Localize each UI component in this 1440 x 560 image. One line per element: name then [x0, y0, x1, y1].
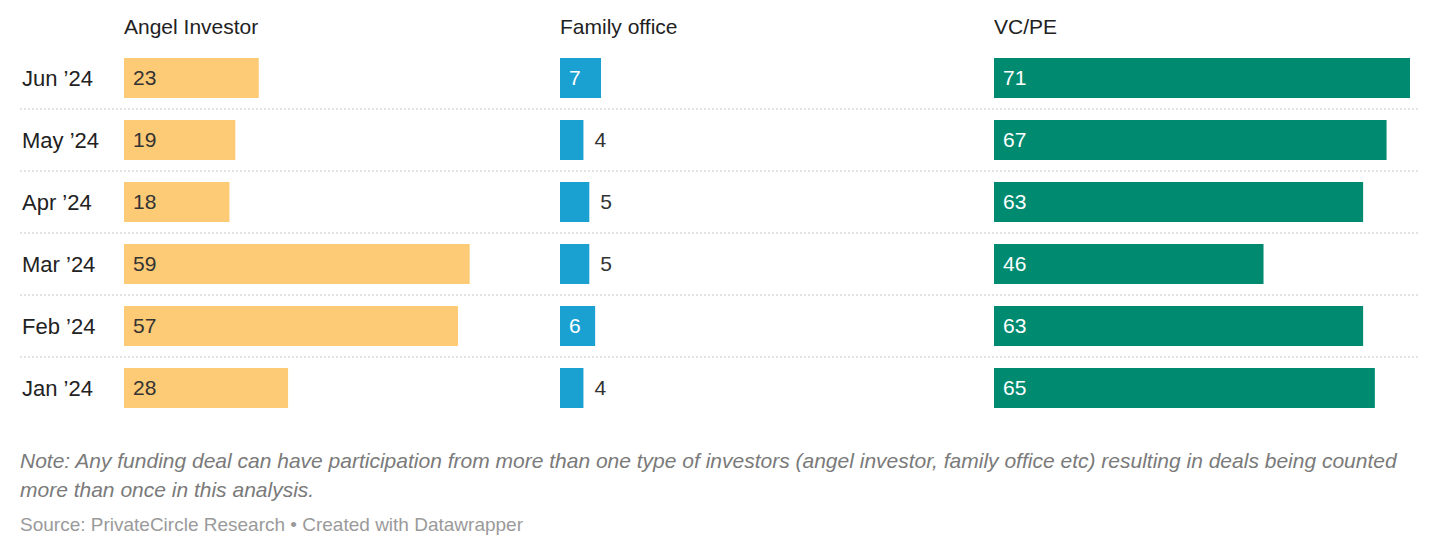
data-labels: 71 67 63 46 63 65 [1003, 66, 1026, 399]
data-label: 63 [1003, 314, 1026, 337]
data-label: 7 [569, 66, 581, 89]
panel: VC/PE 71 67 63 46 63 65 [994, 15, 1410, 408]
row-divider [20, 357, 1418, 358]
tick-label: Jan ’24 [22, 376, 93, 401]
data-label: 23 [133, 66, 156, 89]
bar [994, 368, 1375, 408]
data-label: 28 [133, 376, 156, 399]
data-labels: 7 4 5 5 6 4 [569, 66, 612, 399]
bar [124, 244, 470, 284]
bars [124, 58, 470, 408]
bar [994, 306, 1363, 346]
bar [124, 120, 235, 160]
bar [124, 368, 288, 408]
bar [560, 368, 583, 408]
bar [994, 244, 1264, 284]
note: Note: Any funding deal can have particip… [20, 446, 1420, 504]
tick-label: May ’24 [22, 128, 99, 153]
data-label: 5 [600, 252, 612, 275]
tick-label: Jun ’24 [22, 66, 93, 91]
bar [560, 244, 589, 284]
bar [124, 182, 229, 222]
bar [560, 306, 595, 346]
panel-title: VC/PE [994, 15, 1057, 38]
data-label: 19 [133, 128, 156, 151]
row-divider [20, 233, 1418, 234]
data-label: 67 [1003, 128, 1026, 151]
bar [560, 182, 589, 222]
panel-title: Family office [560, 15, 677, 38]
panel-title: Angel Investor [124, 15, 258, 38]
data-label: 71 [1003, 66, 1026, 89]
data-label: 46 [1003, 252, 1026, 275]
bar [560, 58, 601, 98]
data-label: 4 [594, 376, 606, 399]
row-divider [20, 295, 1418, 296]
bar [994, 182, 1363, 222]
bar [994, 58, 1410, 98]
data-label: 5 [600, 190, 612, 213]
data-label: 18 [133, 190, 156, 213]
data-label: 59 [133, 252, 156, 275]
bar [124, 58, 259, 98]
data-label: 63 [1003, 190, 1026, 213]
tick-label: Mar ’24 [22, 252, 95, 277]
bars [994, 58, 1410, 408]
panel: Family office 7 4 5 5 6 4 [560, 15, 677, 408]
bar [994, 120, 1387, 160]
data-labels: 23 19 18 59 57 28 [133, 66, 156, 399]
row-divider [20, 171, 1418, 172]
panel: Angel Investor 23 19 18 59 57 28 [124, 15, 470, 408]
row-divider [20, 109, 1418, 110]
tick-label: Feb ’24 [22, 314, 95, 339]
source: Source: PrivateCircle Research • Created… [20, 514, 523, 536]
tick-label: Apr ’24 [22, 190, 92, 215]
bars [560, 58, 601, 408]
chart: Jun ’24 May ’24 Apr ’24 Mar ’24 Feb ’24 Jan ’… [0, 0, 1440, 560]
data-label: 65 [1003, 376, 1026, 399]
data-label: 4 [594, 128, 606, 151]
data-label: 57 [133, 314, 156, 337]
bar [124, 306, 458, 346]
bar [560, 120, 583, 160]
y-axis: Jun ’24 May ’24 Apr ’24 Mar ’24 Feb ’24 Jan ’… [22, 66, 99, 401]
data-label: 6 [569, 314, 581, 337]
